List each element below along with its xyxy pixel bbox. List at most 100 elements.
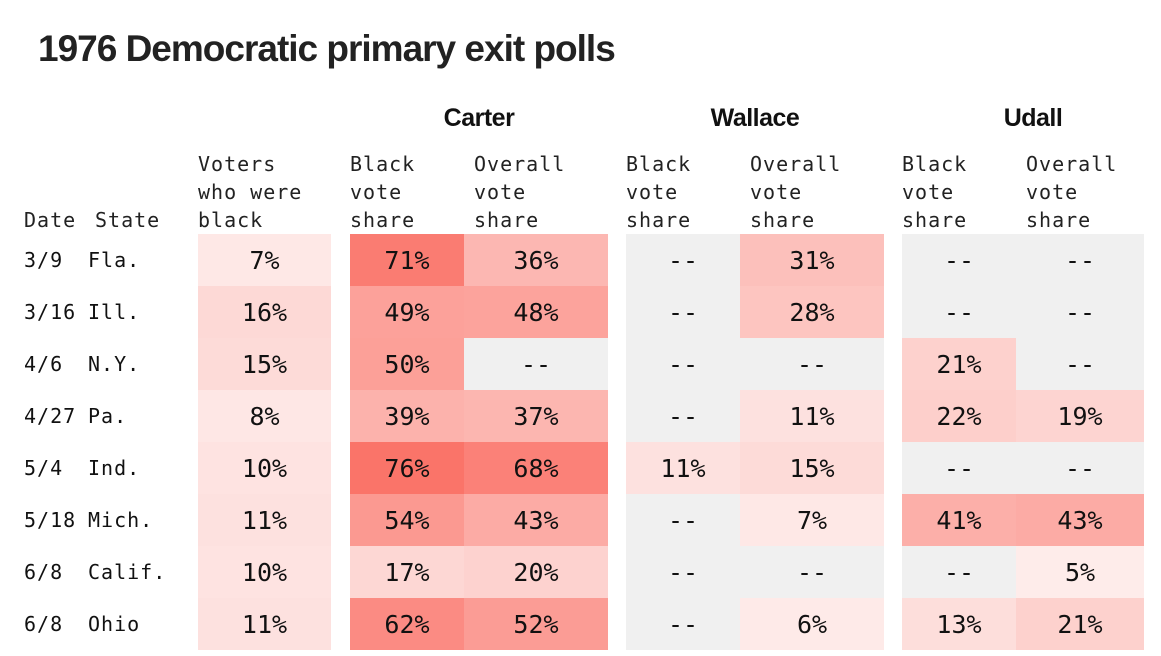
table-cell: 6% [740, 598, 884, 650]
table-cell: 22% [902, 390, 1016, 442]
table-cell: 37% [464, 390, 608, 442]
table-cell: -- [626, 546, 740, 598]
header-line: share [474, 208, 540, 232]
header-line: vote [902, 180, 955, 204]
table-cell: -- [1016, 286, 1144, 338]
header-line: share [902, 208, 968, 232]
header-line: vote [626, 180, 679, 204]
table-cell: 10% [198, 546, 331, 598]
table-cell: 49% [350, 286, 464, 338]
column-header-state: State [95, 206, 160, 234]
group-header-wallace: Wallace [710, 104, 800, 132]
table-cell: -- [740, 338, 884, 390]
row-date-label: 5/18 [24, 508, 77, 532]
table-cell: 31% [740, 234, 884, 286]
column-header-udall-overall: Overall vote share [1026, 150, 1117, 234]
table-cell: -- [626, 598, 740, 650]
table-cell: 7% [740, 494, 884, 546]
header-line: vote [750, 180, 803, 204]
header-line: share [350, 208, 416, 232]
row-state-label: N.Y. [88, 352, 141, 376]
table-cell: 48% [464, 286, 608, 338]
row-date-label: 6/8 [24, 612, 64, 636]
table-cell: 8% [198, 390, 331, 442]
group-header-carter: Carter [443, 104, 515, 132]
header-line: black [198, 208, 264, 232]
group-header-udall: Udall [1003, 104, 1063, 132]
row-date-label: 3/9 [24, 248, 64, 272]
column-header-wallace-overall: Overall vote share [750, 150, 841, 234]
header-line: Voters [198, 152, 277, 176]
column-header-carter-black: Black vote share [350, 150, 415, 234]
table-cell: 21% [1016, 598, 1144, 650]
column-header-voters-black: Voters who were black [198, 150, 302, 234]
table-cell: -- [626, 234, 740, 286]
row-state-label: Ill. [88, 300, 141, 324]
chart-title: 1976 Democratic primary exit polls [38, 28, 616, 69]
state-label: State [95, 208, 161, 232]
table-cell: 10% [198, 442, 331, 494]
header-line: vote [350, 180, 403, 204]
date-label: Date [24, 208, 77, 232]
table-cell: -- [1016, 234, 1144, 286]
column-header-date: Date [24, 206, 76, 234]
table-cell: -- [626, 338, 740, 390]
table-cell: 15% [198, 338, 331, 390]
row-date-label: 4/6 [24, 352, 64, 376]
table-cell: -- [1016, 338, 1144, 390]
row-state-label: Fla. [88, 248, 141, 272]
table-cell: 54% [350, 494, 464, 546]
table-cell: -- [626, 390, 740, 442]
table-cell: -- [902, 546, 1016, 598]
table-cell: 21% [902, 338, 1016, 390]
table-cell: 5% [1016, 546, 1144, 598]
table-cell: -- [902, 442, 1016, 494]
row-state-label: Mich. [88, 508, 154, 532]
table-cell: 7% [198, 234, 331, 286]
table-cell: 71% [350, 234, 464, 286]
row-state-label: Calif. [88, 560, 167, 584]
table-cell: -- [740, 546, 884, 598]
table-cell: 16% [198, 286, 331, 338]
table-cell: -- [902, 234, 1016, 286]
header-line: who were [198, 180, 303, 204]
column-header-udall-black: Black vote share [902, 150, 967, 234]
header-line: Black [902, 152, 968, 176]
table-cell: 11% [740, 390, 884, 442]
table-cell: -- [626, 494, 740, 546]
table-cell: 20% [464, 546, 608, 598]
table-cell: -- [464, 338, 608, 390]
header-line: vote [474, 180, 527, 204]
table-cell: 76% [350, 442, 464, 494]
column-header-wallace-black: Black vote share [626, 150, 691, 234]
header-line: Black [626, 152, 692, 176]
table-cell: 28% [740, 286, 884, 338]
row-state-label: Pa. [88, 404, 128, 428]
table-cell: 43% [1016, 494, 1144, 546]
table-cell: 41% [902, 494, 1016, 546]
table-cell: -- [1016, 442, 1144, 494]
header-line: share [626, 208, 692, 232]
table-cell: 11% [198, 598, 331, 650]
header-line: vote [1026, 180, 1079, 204]
table-cell: 68% [464, 442, 608, 494]
row-date-label: 4/27 [24, 404, 77, 428]
row-date-label: 5/4 [24, 456, 64, 480]
table-cell: -- [902, 286, 1016, 338]
header-line: Overall [474, 152, 566, 176]
row-state-label: Ind. [88, 456, 141, 480]
table-cell: 17% [350, 546, 464, 598]
table-cell: -- [626, 286, 740, 338]
row-state-label: Ohio [88, 612, 141, 636]
row-date-label: 3/16 [24, 300, 77, 324]
table-cell: 43% [464, 494, 608, 546]
header-line: share [750, 208, 816, 232]
table-cell: 39% [350, 390, 464, 442]
header-line: share [1026, 208, 1092, 232]
table-cell: 15% [740, 442, 884, 494]
table-cell: 19% [1016, 390, 1144, 442]
header-line: Overall [1026, 152, 1118, 176]
header-line: Overall [750, 152, 842, 176]
table-cell: 11% [626, 442, 740, 494]
row-date-label: 6/8 [24, 560, 64, 584]
